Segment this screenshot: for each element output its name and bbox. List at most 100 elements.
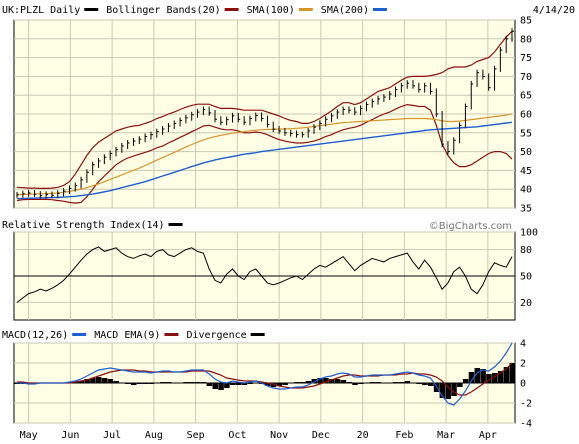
divergence-bar (282, 383, 288, 385)
divergence-bar (439, 383, 446, 398)
price-legend-swatch-0 (84, 8, 99, 11)
price-legend-label-1: Bollinger Bands(20) (106, 5, 220, 16)
divergence-bar (445, 383, 451, 399)
x-month-labels: May Jun Jul Aug Sep Oct Nov Dec 20 Feb Mar Apr (20, 430, 497, 441)
price-legend-swatch-1 (224, 8, 239, 11)
divergence-bar (305, 381, 312, 383)
divergence-bar (462, 379, 469, 383)
price-ytick-4: 55 (520, 128, 532, 139)
divergence-bar (451, 383, 457, 396)
divergence-bar (84, 379, 90, 383)
divergence-bar (107, 379, 114, 383)
divergence-bar (229, 383, 236, 385)
divergence-bar (480, 369, 486, 383)
price-legend: UK:PLZL Daily Bollinger Bands(20) SMA(100)… (2, 5, 387, 16)
x-tick-6: Nov (270, 430, 288, 441)
chart-date: 4/14/20 (533, 5, 575, 16)
x-tick-9: Feb (395, 430, 413, 441)
price-ytick-2: 45 (520, 166, 532, 177)
price-ytick-6: 65 (520, 91, 532, 102)
x-tick-2: Jul (103, 430, 121, 441)
macd-legend-swatch-2 (250, 333, 265, 336)
divergence-bar (427, 383, 434, 386)
rsi-series (14, 246, 515, 303)
divergence-bar (130, 383, 137, 385)
macd-ytick-0: -4 (520, 419, 532, 430)
rsi-line (16, 246, 513, 303)
divergence-bar (457, 383, 463, 387)
x-tick-8: 20 (357, 430, 369, 441)
divergence-bar (241, 383, 248, 385)
divergence-bar (206, 383, 213, 386)
rsi-ytick-0: 20 (520, 298, 532, 309)
divergence-bar (90, 378, 96, 383)
rsi-ytick-1: 50 (520, 272, 532, 283)
macd-legend-swatch-0 (72, 333, 87, 336)
divergence-bar (503, 367, 510, 383)
rsi-ytick-2: 80 (520, 245, 532, 256)
bollinger-upper-line (16, 30, 513, 189)
divergence-bar (474, 368, 481, 383)
x-tick-10: Mar (437, 430, 455, 441)
divergence-bar (328, 379, 335, 383)
divergence-bar (212, 383, 218, 389)
macd-ytick-1: -2 (520, 399, 532, 410)
price-ytick-9: 80 (520, 34, 532, 45)
rsi-ytick-3: 100 (520, 228, 538, 239)
macd-line (17, 342, 513, 406)
divergence-bar (404, 381, 411, 383)
divergence-bar (264, 383, 271, 386)
price-legend-swatch-3 (372, 8, 387, 11)
divergence-bar (497, 371, 504, 383)
macd-legend: MACD(12,26) MACD EMA(9) Divergence (2, 330, 265, 341)
divergence-bar (224, 383, 230, 388)
macd-legend-label-1: MACD EMA(9) (94, 330, 160, 341)
divergence-bar (270, 383, 277, 387)
x-tick-3: Aug (145, 430, 163, 441)
price-series (16, 28, 514, 204)
price-ytick-8: 75 (520, 53, 532, 64)
divergence-bar (101, 378, 108, 383)
divergence-bar (422, 383, 428, 385)
macd-legend-label-0: MACD(12,26) (2, 330, 68, 341)
price-ytick-1: 40 (520, 185, 532, 196)
rsi-y-tick-labels: 20 50 80 100 (520, 228, 538, 309)
macd-legend-label-2: Divergence (186, 330, 246, 341)
x-tick-0: May (20, 430, 38, 441)
divergence-bar (113, 381, 119, 383)
x-tick-1: Jun (61, 430, 79, 441)
price-legend-swatch-2 (298, 8, 313, 11)
rsi-legend-swatch-0 (168, 223, 183, 226)
x-tick-11: Apr (479, 430, 497, 441)
divergence-bar (235, 383, 242, 385)
divergence-bar (468, 372, 475, 383)
divergence-bar (78, 381, 85, 383)
divergence-bar (317, 378, 323, 383)
divergence-bar (492, 373, 498, 383)
macd-series (14, 342, 515, 406)
divergence-bar (509, 363, 515, 383)
x-tick-5: Oct (228, 430, 246, 441)
price-legend-label-0: UK:PLZL Daily (2, 5, 80, 16)
divergence-bar (96, 377, 102, 383)
sma100-line (17, 113, 513, 196)
macd-signal-line (17, 362, 513, 396)
divergence-bar (276, 383, 283, 386)
x-tick-7: Dec (312, 430, 330, 441)
price-legend-label-2: SMA(100) (247, 5, 295, 16)
divergence-bar (311, 379, 317, 383)
macd-y-tick-labels: -4 -2 0 2 4 (520, 339, 532, 430)
divergence-bar (323, 378, 329, 383)
bollinger-lower-line (16, 103, 513, 204)
price-ytick-7: 70 (520, 72, 532, 83)
sma200-line (17, 121, 513, 200)
macd-legend-swatch-1 (164, 333, 179, 336)
watermark: ©BigCharts.com (429, 221, 512, 232)
price-y-tick-labels: 35 40 45 50 55 60 65 70 75 80 85 (520, 16, 532, 215)
divergence-bar (486, 374, 492, 383)
macd-ytick-2: 0 (520, 379, 526, 390)
divergence-bar (340, 380, 347, 383)
price-ytick-0: 35 (520, 204, 532, 215)
rsi-legend-label-0: Relative Strength Index(14) (2, 220, 165, 231)
